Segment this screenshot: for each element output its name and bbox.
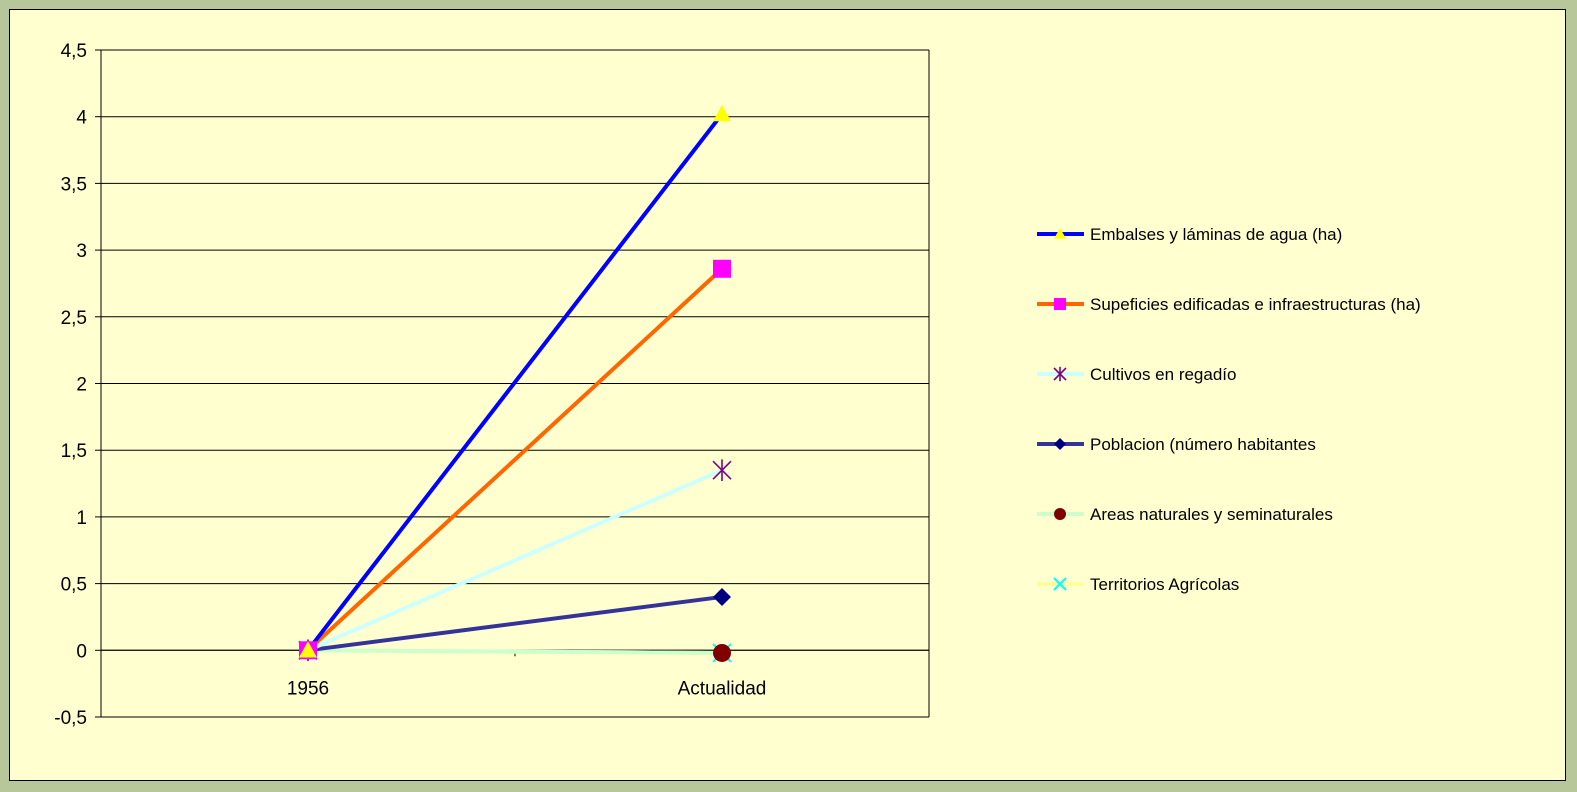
y-tick-label: 0 [76,641,87,662]
series-line [306,112,724,652]
legend-item: Embalses y láminas de agua (ha) [1037,225,1342,244]
line-chart: 4,543,532,521,510,50-0,5 1956 Actualidad … [54,41,1421,729]
legend-marker [1053,577,1067,591]
legend-item: Supeficies edificadas e infraestructuras… [1037,295,1421,314]
series-line [306,267,724,652]
series-markers [298,105,732,663]
legend-label: Embalses y láminas de agua (ha) [1090,225,1342,244]
y-tick-label: 4 [76,108,87,129]
legend-marker [1054,298,1066,310]
y-tick-label: 3,5 [61,174,87,195]
y-tick-label: 4,5 [61,41,87,62]
legend-label: Supeficies edificadas e infraestructuras… [1090,295,1421,314]
legend-item: Areas naturales y seminaturales [1037,505,1333,524]
legend-marker [1054,438,1066,450]
y-tick-label: 2,5 [61,308,87,329]
y-axis: 4,5 4 3,5 3 2,5 2 1,5 1 0,5 0 -0,5 [54,41,930,729]
series-line [307,468,723,653]
x-tick-label: Actualidad [678,678,767,699]
data-point [713,643,731,662]
data-point [299,641,317,658]
legend-label: Territorios Agrícolas [1090,575,1239,594]
y-tick-label: 3 [76,241,87,262]
y-tick-label: 2 [76,375,87,396]
data-point [712,459,732,482]
legend-marker [1054,228,1066,239]
marker-stroke [1053,577,1067,591]
legend-item: Poblacion (número habitantes [1037,435,1316,454]
data-point [713,105,731,122]
series-line [307,648,723,655]
legend-marker [1053,366,1067,382]
legend-item: Territorios Agrícolas [1037,575,1239,594]
legend-label: Areas naturales y seminaturales [1090,505,1333,524]
legend-item: Cultivos en regadío [1037,365,1236,384]
x-tick-label: 1956 [287,678,329,699]
series-line [307,594,723,653]
legend: Embalses y láminas de agua (ha) Supeficie… [1037,225,1421,594]
y-tick-label: 1 [76,508,87,529]
series-lines [306,112,724,655]
data-point [713,259,731,278]
legend-label: Poblacion (número habitantes [1090,435,1316,454]
legend-marker [1054,508,1066,520]
legend-label: Cultivos en regadío [1090,365,1236,384]
chart-frame: 4,5 4 3,5 3 2,5 2 1,5 1 0,5 0 -0,5 1956 Actualidad … [9,9,1566,781]
data-point [713,587,731,606]
y-tick-label: 0,5 [61,575,87,596]
y-tick-label: -0,5 [54,708,87,729]
y-tick-label: 1,5 [61,441,87,462]
